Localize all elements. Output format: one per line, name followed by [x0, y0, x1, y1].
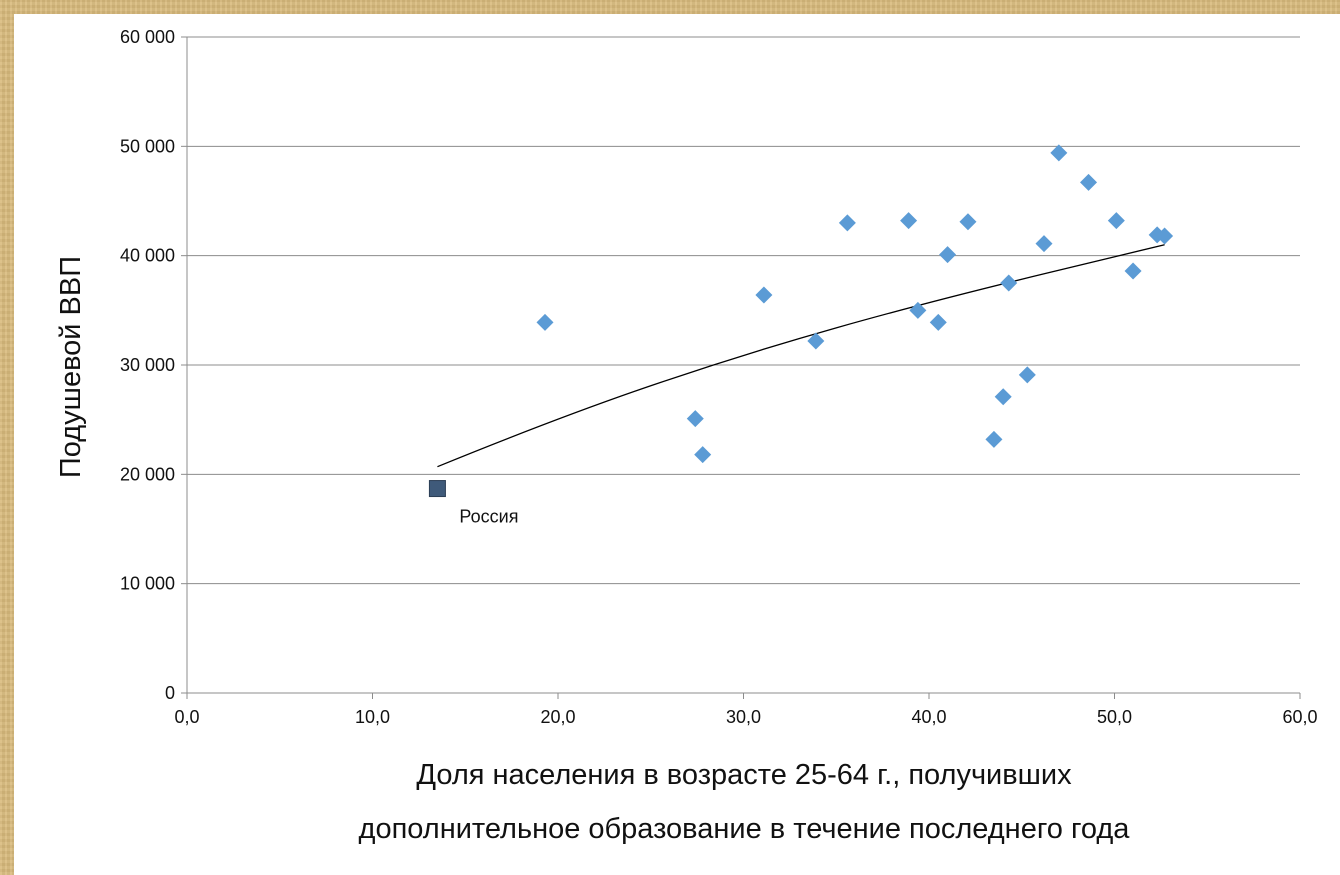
data-point: [1018, 366, 1036, 384]
data-point: [755, 286, 773, 304]
data-point: [900, 212, 918, 230]
x-tick-label: 30,0: [726, 707, 761, 727]
data-point: [929, 313, 947, 331]
y-axis-title: Подушевой ВВП: [55, 256, 87, 478]
x-tick-label: 20,0: [540, 707, 575, 727]
highlight-label: Россия: [459, 507, 518, 527]
data-point: [694, 446, 712, 464]
y-tick-label: 60 000: [120, 27, 175, 47]
x-tick-label: 10,0: [355, 707, 390, 727]
data-point: [959, 213, 977, 231]
y-tick-label: 50 000: [120, 136, 175, 156]
y-tick-label: 10 000: [120, 574, 175, 594]
data-point: [1156, 227, 1174, 245]
data-point: [686, 410, 704, 428]
trendline-path: [437, 244, 1165, 468]
chart-panel: [14, 14, 1340, 875]
x-axis-title-line-2: дополнительное образование в течение пос…: [359, 813, 1131, 845]
y-tick-label: 0: [165, 683, 175, 703]
data-points: [536, 144, 1174, 464]
axes: [181, 36, 1301, 699]
data-point: [909, 301, 927, 319]
x-tick-label: 50,0: [1097, 707, 1132, 727]
data-point: [1124, 262, 1142, 280]
trendline: [437, 244, 1165, 468]
data-point: [536, 313, 554, 331]
gridlines: [187, 36, 1300, 585]
x-tick-label: 0,0: [174, 707, 199, 727]
x-axis-title-line-1: Доля населения в возрасте 25-64 г., полу…: [416, 759, 1072, 791]
highlight-point-group: Россия: [428, 480, 518, 527]
y-tick-label: 30 000: [120, 355, 175, 375]
x-tick-label: 60,0: [1282, 707, 1317, 727]
highlight-point: [428, 480, 446, 498]
data-point: [1080, 173, 1098, 191]
y-tick-labels: 0 10 000 20 000 30 000 40 000 50 000 60 000: [120, 27, 175, 703]
data-point: [1050, 144, 1068, 162]
data-point: [994, 388, 1012, 406]
data-point: [1107, 212, 1125, 230]
x-tick-labels: 0,0 10,0 20,0 30,0 40,0 50,0 60,0: [174, 707, 1317, 727]
data-point: [939, 246, 957, 264]
y-tick-label: 20 000: [120, 464, 175, 484]
data-point: [1000, 274, 1018, 292]
data-point: [838, 214, 856, 232]
data-point: [1035, 235, 1053, 253]
data-point: [807, 332, 825, 350]
data-point: [985, 430, 1003, 448]
y-tick-label: 40 000: [120, 246, 175, 266]
x-tick-label: 40,0: [911, 707, 946, 727]
